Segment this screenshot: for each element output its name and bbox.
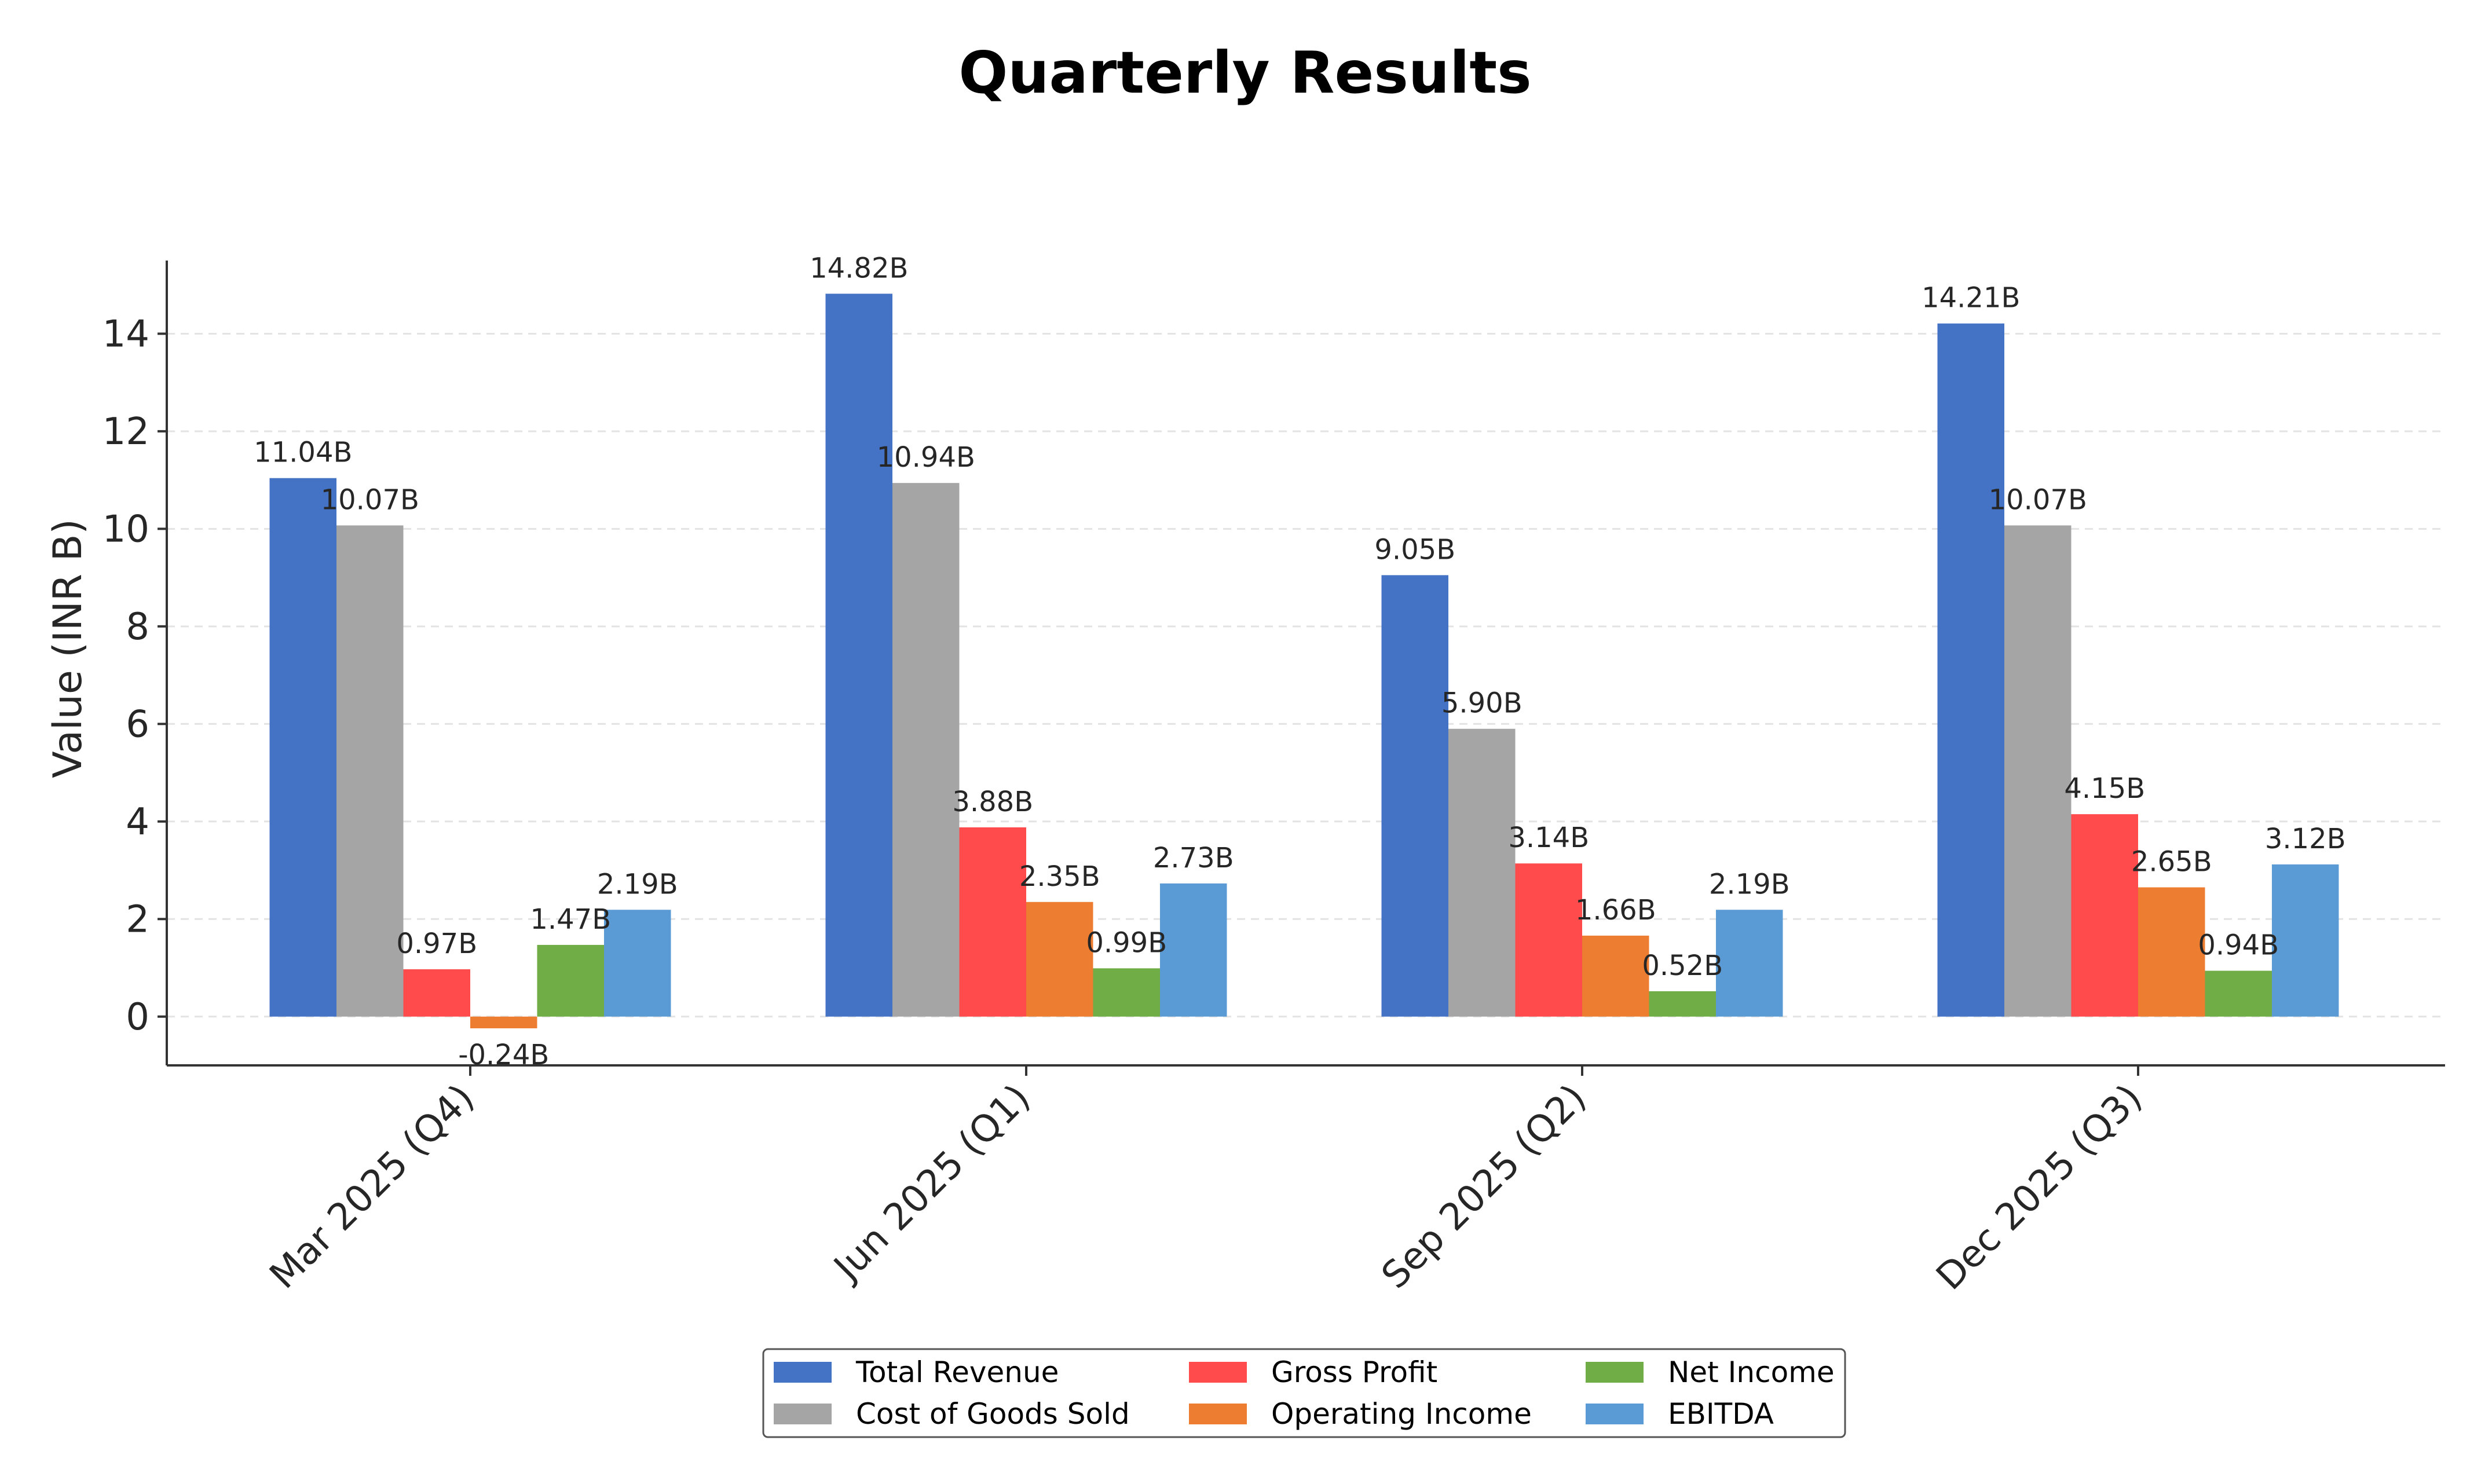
y-ticks: 0 2 4 6 8 10 12 14 [103,313,167,1039]
bar [2004,525,2072,1017]
data-label: 2.65B [2131,846,2212,878]
legend-box [762,1348,1846,1438]
legend-label: Cost of Goods Sold [856,1397,1130,1431]
data-label: 2.19B [1709,868,1790,900]
data-label: 10.94B [877,441,975,474]
data-label: 2.19B [597,868,678,900]
bar [1937,323,2004,1017]
data-label: 0.99B [1086,926,1167,959]
bar [1160,883,1227,1017]
data-label: 3.12B [2265,823,2346,855]
x-tick-label: Jun 2025 (Q1) [825,1076,1039,1291]
data-label: 0.52B [1642,950,1723,982]
y-tick-label: 10 [103,508,149,551]
bar [403,969,470,1017]
bar [269,478,336,1017]
y-tick-label: 2 [126,898,149,941]
x-tick-label: Sep 2025 (Q2) [1374,1076,1594,1297]
bar [959,827,1026,1017]
bar [1381,575,1448,1017]
bar [1093,968,1160,1017]
data-label: 2.35B [1019,860,1100,893]
legend-label: Net Income [1668,1355,1835,1389]
data-label: 3.88B [952,786,1033,818]
legend-swatch [1189,1362,1247,1383]
y-tick-label: 6 [126,703,149,746]
data-label: 4.15B [2064,772,2145,805]
bar [2205,970,2272,1017]
bar [1448,728,1516,1017]
legend-swatch [1189,1404,1247,1424]
bar [604,910,671,1017]
legend-swatch [774,1404,832,1424]
bar [892,483,960,1017]
bar [1582,935,1649,1017]
bar [336,525,404,1017]
bar [2272,864,2339,1017]
y-tick-label: 14 [103,313,149,356]
data-label: 0.97B [396,928,477,960]
bar [1649,991,1716,1017]
data-label: 0.94B [2198,929,2279,962]
data-label: 10.07B [1989,483,2087,516]
bar [470,1016,537,1028]
x-tick-label: Mar 2025 (Q4) [262,1076,482,1297]
y-tick-label: 0 [126,996,149,1039]
bar [1716,910,1783,1017]
data-label: 10.07B [321,483,419,516]
data-label: 5.90B [1441,687,1523,720]
data-label: 1.66B [1575,894,1656,926]
data-label: 14.82B [810,252,908,284]
data-label: 1.47B [530,903,611,936]
data-label: -0.24B [458,1039,549,1071]
y-tick-label: 8 [126,606,149,648]
bar [825,294,892,1017]
bar [2138,887,2205,1017]
legend-label: Operating Income [1271,1397,1532,1431]
data-label: 9.05B [1374,533,1455,566]
data-label: 14.21B [1922,282,2020,314]
bars [269,294,2339,1028]
legend-label: EBITDA [1668,1397,1774,1431]
legend-swatch [1586,1404,1644,1424]
axes [166,261,2445,1067]
x-ticks: Mar 2025 (Q4) Jun 2025 (Q1) Sep 2025 (Q2) D… [262,1065,2150,1299]
legend-label: Gross Profit [1271,1355,1437,1389]
legend-swatch [774,1362,832,1383]
data-label: 11.04B [254,437,352,469]
bar [2071,814,2138,1017]
y-axis-label: Value (INR B) [45,519,91,778]
data-label: 3.14B [1508,822,1589,854]
legend: Total Revenue Cost of Goods Sold Gross Pro… [762,1348,1846,1438]
legend-label: Total Revenue [855,1355,1059,1389]
chart-title: Quarterly Results [958,39,1531,107]
x-tick-label: Dec 2025 (Q3) [1928,1076,2151,1299]
bar [1026,902,1093,1017]
bar [1515,863,1582,1017]
legend-swatch [1586,1362,1644,1383]
bar [537,944,604,1017]
y-tick-label: 4 [126,801,149,844]
y-tick-label: 12 [103,411,149,453]
data-labels: 11.04B10.07B0.97B-0.24B1.47B2.19B14.82B1… [254,252,2346,1071]
data-label: 2.73B [1153,842,1234,874]
